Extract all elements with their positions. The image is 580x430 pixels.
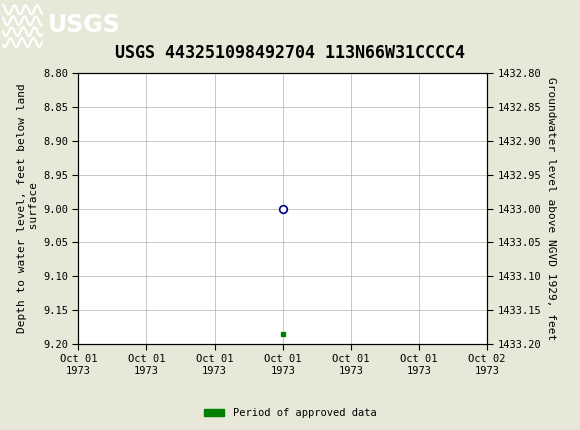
Legend: Period of approved data: Period of approved data (200, 404, 380, 423)
Text: USGS: USGS (48, 13, 121, 37)
Y-axis label: Depth to water level, feet below land
 surface: Depth to water level, feet below land su… (17, 84, 39, 333)
Text: USGS 443251098492704 113N66W31CCCC4: USGS 443251098492704 113N66W31CCCC4 (115, 44, 465, 62)
Y-axis label: Groundwater level above NGVD 1929, feet: Groundwater level above NGVD 1929, feet (546, 77, 556, 340)
